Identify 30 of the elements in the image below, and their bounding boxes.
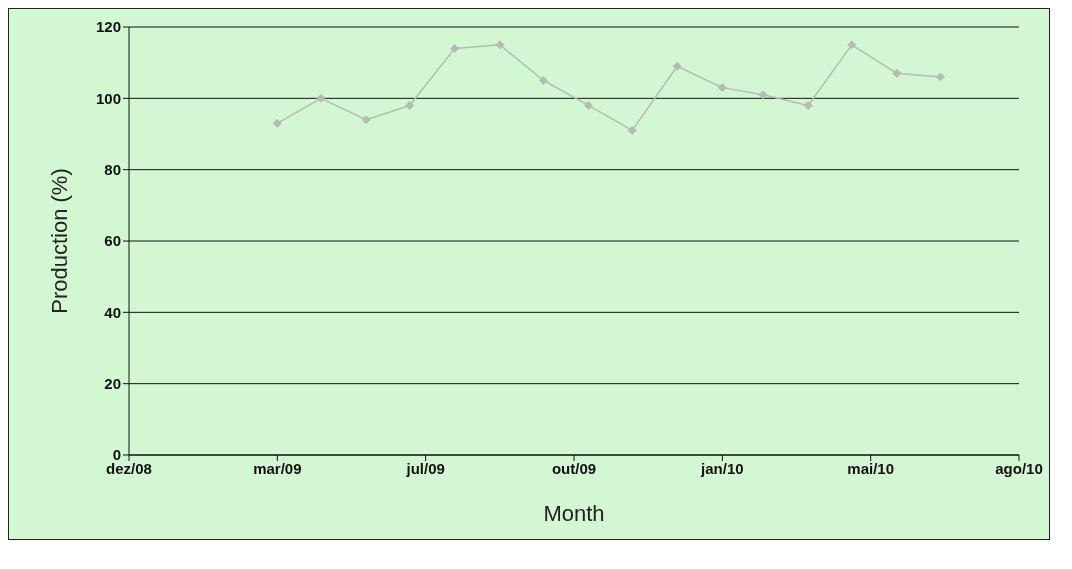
point [495, 40, 505, 50]
point [538, 76, 548, 85]
x-tick-label: mai/10 [847, 459, 895, 477]
point [361, 115, 371, 125]
y-axis-title: Production (%) [46, 168, 72, 314]
x-tick-label: ago/10 [995, 459, 1043, 477]
point [450, 43, 460, 53]
point [803, 100, 813, 110]
point [584, 100, 594, 110]
point [892, 68, 902, 78]
y-tick-label: 100 [95, 89, 121, 107]
point [405, 100, 415, 110]
x-tick-label: jan/10 [700, 459, 744, 477]
point [272, 118, 282, 128]
y-tick-label: 40 [104, 303, 121, 321]
y-tick-label: 20 [104, 374, 121, 392]
y-tick-label: 60 [104, 232, 121, 250]
x-tick-label: out/09 [551, 459, 597, 477]
point [935, 72, 945, 82]
point [847, 40, 857, 50]
x-axis-title: Month [543, 501, 605, 526]
y-tick-label: 120 [95, 18, 121, 36]
point [672, 61, 682, 71]
point [758, 90, 768, 100]
x-tick-label: mar/09 [253, 459, 302, 477]
point [627, 125, 637, 135]
point [717, 83, 727, 93]
y-tick-label: 80 [104, 160, 121, 178]
point [316, 93, 326, 103]
x-tick-label: jul/09 [405, 459, 445, 477]
